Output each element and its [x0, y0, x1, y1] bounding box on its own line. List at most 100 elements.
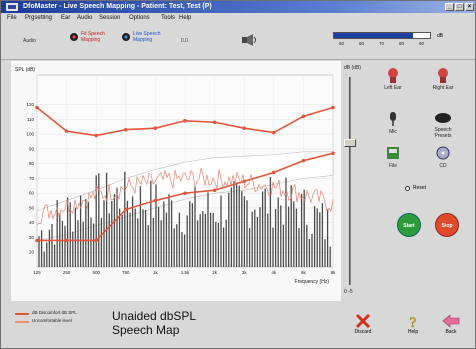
speech-presets-label: Speech Presets: [434, 127, 452, 139]
live-mapping-button[interactable]: Live Speech Mapping: [121, 28, 165, 52]
x-tick-label: 250: [63, 270, 71, 275]
left-ear-button[interactable]: Left Ear: [377, 67, 409, 91]
menu-item-audio[interactable]: Audio: [77, 15, 93, 21]
stop-button[interactable]: Stop: [435, 213, 459, 237]
cd-label: CD: [439, 163, 447, 169]
window-title: DfoMaster - Live Speech Mapping - Patien…: [23, 3, 212, 10]
series-point: [64, 129, 69, 133]
x-tick-label: 500: [92, 270, 100, 275]
menu-bar: File Prgsetting Ear Audio Session Option…: [1, 13, 475, 24]
legend-label: Uncomfortable level: [32, 318, 72, 323]
menu-item-options[interactable]: Options: [129, 15, 150, 21]
series-point: [153, 126, 158, 130]
series-point: [301, 158, 306, 163]
series-point: [272, 170, 276, 175]
series-point: [94, 238, 98, 243]
right-ear-button[interactable]: Right Ear: [427, 67, 459, 91]
series-point: [35, 238, 39, 243]
speech-presets-button[interactable]: Speech Presets: [427, 111, 459, 139]
y-tick-label: 20: [29, 250, 35, 255]
level-meter: [333, 32, 431, 39]
start-label: Start: [403, 223, 415, 229]
right-ear-icon: [438, 68, 448, 83]
speaker-icon: [122, 33, 130, 41]
legend-item-uncomfortable: Uncomfortable level: [15, 318, 105, 325]
x-tick-label: 2k: [212, 270, 218, 275]
microphone-icon: [390, 112, 396, 126]
close-button[interactable]: ×: [465, 3, 474, 11]
live-mapping-label: Live Speech Mapping: [133, 31, 161, 43]
discard-button[interactable]: Discard: [349, 313, 377, 343]
svg-text:?: ?: [410, 315, 417, 329]
audio-label: Audio: [23, 38, 36, 44]
maximize-button[interactable]: □: [455, 3, 464, 11]
speech-map-chart: 120 110 100 90 80 70 60 50 40 30 20 125 250 500 750 1k 1…: [15, 67, 336, 285]
slider-bottom-label: 0 -5: [344, 289, 353, 295]
file-icon: [387, 147, 399, 159]
series-point: [212, 188, 217, 192]
stop-label: Stop: [441, 223, 453, 229]
series-point: [64, 238, 69, 243]
series-point: [331, 151, 335, 156]
fit-mapping-label: Fit Speech Mapping: [81, 31, 105, 43]
cd-icon: [436, 146, 450, 160]
live-speech-trace: [36, 168, 334, 226]
file-button[interactable]: File: [377, 145, 409, 169]
back-button[interactable]: Back: [437, 313, 465, 343]
file-label: File: [388, 163, 398, 169]
x-tick-label: 6k: [301, 270, 307, 275]
x-tick-label: 1k: [153, 270, 159, 275]
menu-item-file[interactable]: File: [7, 15, 17, 21]
left-ear-label: Left Ear: [384, 85, 402, 91]
back-arrow-icon: [442, 314, 460, 328]
x-tick-label: 125: [33, 270, 41, 275]
x-tick-label: 3k: [242, 270, 248, 275]
series-point: [212, 120, 217, 125]
series-point: [94, 133, 98, 138]
y-tick-label: 80: [29, 161, 35, 166]
menu-item-ear[interactable]: Ear: [61, 15, 71, 21]
slider-thumb[interactable]: [344, 139, 356, 147]
menu-item-tools[interactable]: Tools: [161, 15, 176, 21]
x-axis-label: Frequency (Hz): [295, 279, 330, 285]
x-tick-label: 750: [122, 270, 130, 275]
map-title-line1: Unaided dbSPL: [112, 309, 197, 323]
x-tick-label: 4k: [271, 270, 277, 275]
gain-slider[interactable]: [343, 77, 357, 285]
legend-label: dB Discomfort dB SPL: [32, 310, 77, 315]
mic-button[interactable]: Mic: [377, 111, 409, 135]
meter-tick: 80: [399, 41, 405, 46]
help-question-icon: ?: [409, 315, 417, 329]
legend-item-discomfort: dB Discomfort dB SPL: [15, 310, 105, 317]
menu-item-help[interactable]: Help: [179, 15, 192, 21]
map-title: Unaided dbSPL Speech Map: [112, 309, 196, 337]
discard-label: Discard: [354, 329, 372, 335]
right-ear-label: Right Ear: [432, 85, 454, 91]
series-point: [183, 118, 187, 123]
y-tick-label: 120: [26, 102, 34, 107]
meter-tick: 60: [359, 41, 365, 46]
series-point: [183, 191, 187, 195]
y-tick-label: 70: [29, 176, 35, 181]
discard-x-icon: [355, 313, 371, 329]
fit-mapping-button[interactable]: Fit Speech Mapping: [69, 28, 109, 52]
slider-track: [349, 77, 351, 285]
menu-item-session[interactable]: Session: [99, 15, 121, 21]
menu-item-prgsetting[interactable]: Prgsetting: [25, 15, 53, 21]
title-bar: DfoMaster - Live Speech Mapping - Patien…: [1, 1, 475, 13]
reset-toggle[interactable]: Reset: [405, 185, 455, 193]
minimize-button[interactable]: _: [445, 3, 454, 11]
left-ear-icon: [388, 68, 398, 83]
cd-button[interactable]: CD: [427, 145, 459, 169]
y-tick-label: 50: [29, 205, 35, 210]
x-tick-label: 1.5k: [181, 270, 190, 275]
start-button[interactable]: Start: [397, 213, 421, 237]
series-point: [272, 130, 276, 135]
right-axis-label: dB (dB): [344, 65, 361, 71]
speech-map-plot-panel: 120 110 100 90 80 70 60 50 40 30 20 125 250 500 750 1k 1…: [11, 61, 341, 301]
loudspeaker-icon[interactable]: [241, 34, 259, 46]
series-point: [35, 105, 39, 110]
speed-value: 0.0: [181, 38, 188, 44]
help-button[interactable]: ? Help: [399, 313, 427, 343]
